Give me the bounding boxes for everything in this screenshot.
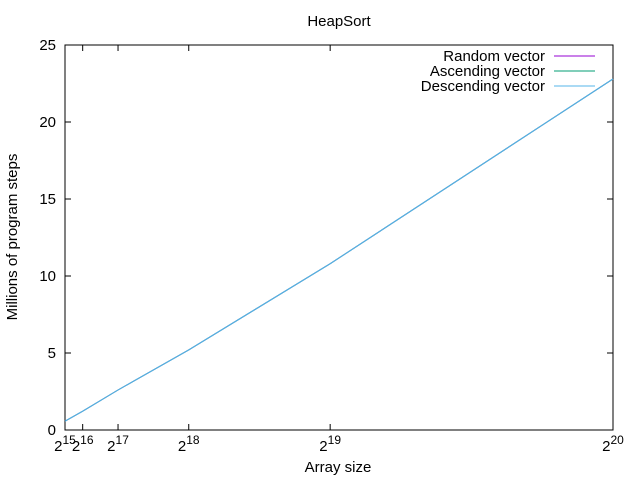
legend-label: Descending vector (421, 78, 545, 95)
plot-frame (64, 44, 614, 431)
x-tick-label: 217 (107, 433, 129, 455)
x-tick-label: 216 (72, 433, 94, 455)
y-tick-label: 10 (39, 268, 56, 285)
y-tick-label: 20 (39, 114, 56, 131)
y-axis-label: Millions of program steps (4, 154, 21, 321)
series-line-3 (64, 78, 614, 422)
x-tick-label: 220 (602, 433, 624, 455)
y-tick-label: 15 (39, 191, 56, 208)
series-lines (64, 78, 614, 422)
y-tick-label: 25 (39, 37, 56, 54)
chart-title: HeapSort (307, 13, 371, 30)
y-axis: 0 5 10 15 20 25 (39, 37, 613, 439)
x-tick-label: 218 (178, 433, 200, 455)
x-tick-label: 215 (54, 433, 76, 455)
series-line-2 (64, 78, 614, 422)
legend-label: Ascending vector (430, 63, 545, 80)
series-line-1 (64, 78, 614, 422)
legend-label: Random vector (443, 48, 545, 65)
x-axis-label: Array size (305, 459, 372, 476)
y-tick-label: 5 (48, 345, 56, 362)
x-tick-label: 219 (319, 433, 341, 455)
y-tick-label: 0 (48, 422, 56, 439)
